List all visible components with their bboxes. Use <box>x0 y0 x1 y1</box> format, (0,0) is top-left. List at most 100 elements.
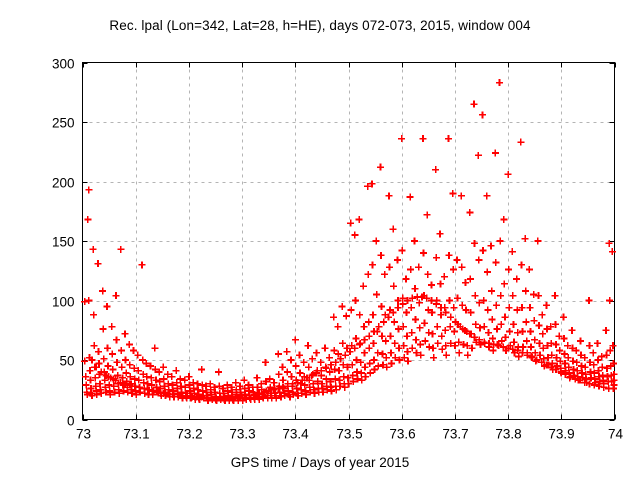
data-point-marker <box>480 338 488 346</box>
data-point-marker <box>215 382 223 390</box>
data-point-marker <box>103 302 111 310</box>
data-point-marker <box>354 375 362 383</box>
data-point-marker <box>272 394 280 402</box>
data-point-marker <box>415 299 423 307</box>
data-point-marker <box>149 391 157 399</box>
data-point-marker <box>291 336 299 344</box>
data-point-marker <box>113 358 121 366</box>
data-point-marker <box>406 193 414 201</box>
data-point-marker <box>296 369 304 377</box>
data-point-marker <box>395 344 403 352</box>
data-point-marker <box>451 318 459 326</box>
data-point-marker <box>345 380 352 388</box>
data-point-marker <box>183 392 191 400</box>
data-point-marker <box>342 312 350 320</box>
x-tick-label: 73.7 <box>442 427 468 442</box>
data-point-marker <box>159 363 167 371</box>
data-point-marker <box>436 230 444 238</box>
data-point-marker <box>387 349 395 357</box>
data-point-marker <box>425 343 433 351</box>
x-tick-label: 73.6 <box>389 427 415 442</box>
data-point-marker <box>368 180 376 188</box>
data-point-marker <box>393 256 401 264</box>
data-point-marker <box>117 245 125 253</box>
data-point-marker <box>490 341 498 349</box>
data-point-marker <box>419 135 427 143</box>
data-point-marker <box>395 325 403 333</box>
data-point-marker <box>351 344 359 352</box>
data-point-marker <box>427 281 435 289</box>
data-point-marker <box>330 313 338 321</box>
data-point-marker <box>451 342 459 350</box>
data-point-marker <box>172 367 180 375</box>
data-point-marker <box>595 367 603 375</box>
data-point-marker <box>531 336 539 344</box>
data-point-marker <box>206 380 214 388</box>
data-point-marker <box>379 361 387 369</box>
data-point-marker <box>126 381 134 389</box>
data-point-marker <box>432 166 440 174</box>
axis-ticks <box>82 62 616 421</box>
data-point-marker <box>168 381 176 389</box>
data-point-marker <box>539 344 547 352</box>
data-point-marker <box>455 338 463 346</box>
data-point-marker <box>351 297 359 304</box>
data-point-marker <box>330 346 338 354</box>
data-point-marker <box>339 361 347 369</box>
data-point-marker <box>352 356 360 364</box>
data-point-marker <box>360 349 368 357</box>
data-point-marker <box>181 376 189 384</box>
data-point-marker <box>269 386 277 394</box>
data-point-marker <box>223 381 231 389</box>
data-point-marker <box>475 299 483 307</box>
data-point-marker <box>139 370 147 378</box>
data-point-marker <box>321 344 329 352</box>
data-point-marker <box>106 391 114 399</box>
data-point-marker <box>415 263 423 271</box>
data-point-marker <box>368 261 376 269</box>
data-point-marker <box>279 363 287 371</box>
data-point-marker <box>505 304 513 312</box>
data-point-marker <box>156 377 164 385</box>
data-point-marker <box>412 336 420 344</box>
data-point-marker <box>382 354 390 362</box>
data-point-marker <box>112 292 120 300</box>
data-point-marker <box>581 354 589 362</box>
data-point-marker <box>309 380 317 388</box>
data-point-marker <box>147 374 155 382</box>
y-tick-labels: 0 50 100 150 200 250 300 <box>52 57 75 429</box>
data-point-marker <box>102 371 110 379</box>
data-point-marker <box>437 280 445 288</box>
data-point-marker <box>135 383 143 391</box>
data-point-marker <box>91 374 99 382</box>
data-point-marker <box>377 251 385 259</box>
data-point-marker <box>509 345 517 353</box>
data-point-marker <box>346 348 354 356</box>
data-point-marker <box>371 366 379 374</box>
data-point-marker <box>327 387 335 395</box>
data-point-marker <box>484 329 492 337</box>
data-point-marker <box>357 358 365 366</box>
data-point-marker <box>585 297 593 304</box>
data-point-marker <box>277 393 285 401</box>
x-tick-label: 73.3 <box>229 427 255 442</box>
data-point-marker <box>423 211 431 219</box>
data-point-marker <box>484 306 492 314</box>
data-point-marker <box>84 216 92 224</box>
y-tick-label: 200 <box>52 176 75 191</box>
data-point-marker <box>298 376 306 384</box>
data-point-marker <box>306 388 314 396</box>
data-point-marker <box>370 327 378 335</box>
data-point-marker <box>568 344 576 352</box>
data-point-marker <box>177 382 185 390</box>
data-point-marker <box>160 375 168 383</box>
data-point-marker <box>432 300 440 308</box>
data-point-marker <box>262 358 270 366</box>
data-point-marker <box>375 323 383 331</box>
x-tick-labels: 73 73.1 73.2 73.3 73.4 73.5 73.6 73.7 73.8 73.9 74 <box>76 427 624 442</box>
data-point-marker <box>476 341 484 349</box>
data-point-marker <box>296 351 304 359</box>
data-point-marker <box>559 313 567 321</box>
data-point-marker <box>101 376 109 384</box>
